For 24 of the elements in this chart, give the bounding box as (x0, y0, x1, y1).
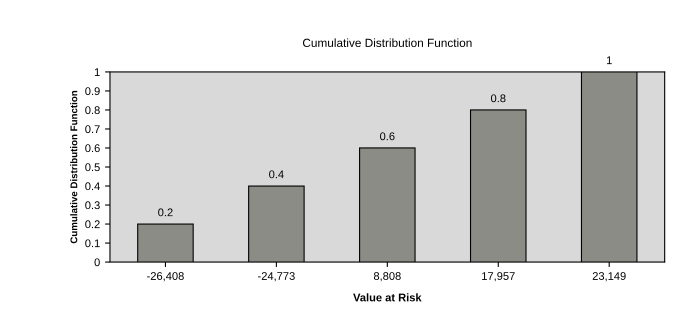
y-tick-label: 0.6 (85, 144, 100, 152)
y-tick-label: 0.7 (85, 125, 100, 134)
x-tick-label: -26,408 (147, 272, 184, 282)
x-axis-title: Value at Risk (353, 293, 422, 302)
data-label: 0.6 (380, 132, 395, 140)
y-tick-label: 0.3 (85, 201, 100, 210)
y-tick-label: 0.1 (85, 239, 100, 248)
y-tick-label: 0.4 (85, 182, 100, 190)
y-tick-label: 1 (94, 68, 100, 76)
x-tick-label: 23,149 (592, 272, 626, 282)
y-tick-label: 0.9 (85, 87, 100, 96)
data-label: 0.2 (158, 208, 173, 216)
y-tick-label: 0.8 (85, 106, 100, 114)
x-tick-label: 8,808 (374, 272, 401, 282)
data-label: 1 (606, 56, 612, 64)
y-tick-label: 0.5 (85, 163, 100, 172)
data-label: 0.4 (269, 170, 284, 178)
y-axis-title: Cumulative Distribution Function (70, 90, 78, 244)
x-tick-label: 17,957 (482, 272, 515, 282)
y-tick-label: 0 (94, 258, 100, 266)
data-label: 0.8 (490, 94, 506, 102)
y-tick-label: 0.2 (85, 220, 100, 228)
chart-title: Cumulative Distribution Function (302, 38, 472, 48)
x-tick-label: -24,773 (258, 272, 295, 282)
